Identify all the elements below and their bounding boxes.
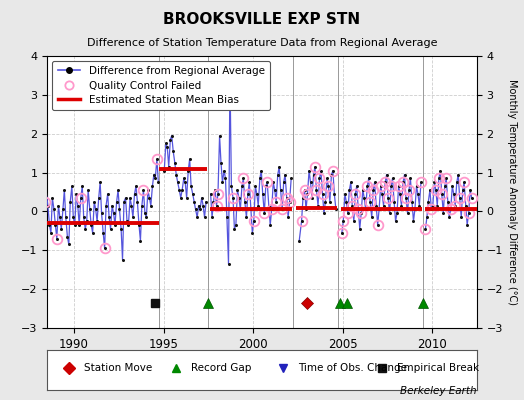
Y-axis label: Monthly Temperature Anomaly Difference (°C): Monthly Temperature Anomaly Difference (… bbox=[507, 79, 517, 305]
Text: Record Gap: Record Gap bbox=[191, 363, 252, 373]
Legend: Difference from Regional Average, Quality Control Failed, Estimated Station Mean: Difference from Regional Average, Qualit… bbox=[52, 61, 270, 110]
Text: Difference of Station Temperature Data from Regional Average: Difference of Station Temperature Data f… bbox=[87, 38, 437, 48]
Text: BROOKSVILLE EXP STN: BROOKSVILLE EXP STN bbox=[163, 12, 361, 27]
Text: Time of Obs. Change: Time of Obs. Change bbox=[299, 363, 408, 373]
Text: Station Move: Station Move bbox=[84, 363, 152, 373]
Text: Empirical Break: Empirical Break bbox=[397, 363, 479, 373]
Text: Berkeley Earth: Berkeley Earth bbox=[400, 386, 477, 396]
